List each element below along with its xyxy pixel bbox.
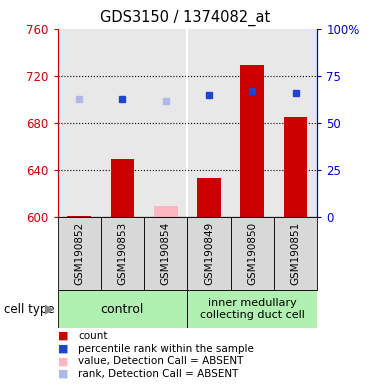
Bar [67, 216, 91, 217]
Bar [187, 290, 317, 328]
Text: percentile rank within the sample: percentile rank within the sample [78, 344, 254, 354]
Text: ■: ■ [58, 331, 68, 341]
Text: GSM190854: GSM190854 [161, 222, 171, 285]
Text: GDS3150 / 1374082_at: GDS3150 / 1374082_at [101, 10, 270, 26]
Bar [240, 65, 264, 217]
Bar [231, 217, 274, 290]
Bar [274, 217, 317, 290]
Text: ▶: ▶ [45, 303, 55, 316]
Text: GSM190852: GSM190852 [74, 222, 84, 285]
Text: cell type: cell type [4, 303, 54, 316]
Text: count: count [78, 331, 108, 341]
Bar [144, 217, 187, 290]
Text: rank, Detection Call = ABSENT: rank, Detection Call = ABSENT [78, 369, 238, 379]
Text: ■: ■ [58, 344, 68, 354]
Text: ■: ■ [58, 369, 68, 379]
Bar [111, 159, 134, 217]
Text: inner medullary
collecting duct cell: inner medullary collecting duct cell [200, 298, 305, 320]
Bar [58, 217, 101, 290]
Bar [187, 217, 231, 290]
Text: value, Detection Call = ABSENT: value, Detection Call = ABSENT [78, 356, 243, 366]
Text: control: control [101, 303, 144, 316]
Bar [197, 178, 221, 217]
Text: ■: ■ [58, 356, 68, 366]
Bar [101, 217, 144, 290]
Bar [58, 290, 187, 328]
Text: GSM190851: GSM190851 [290, 222, 301, 285]
Text: GSM190849: GSM190849 [204, 222, 214, 285]
Bar [154, 206, 178, 217]
Text: GSM190850: GSM190850 [247, 222, 257, 285]
Text: GSM190853: GSM190853 [118, 222, 127, 285]
Bar [284, 117, 308, 217]
